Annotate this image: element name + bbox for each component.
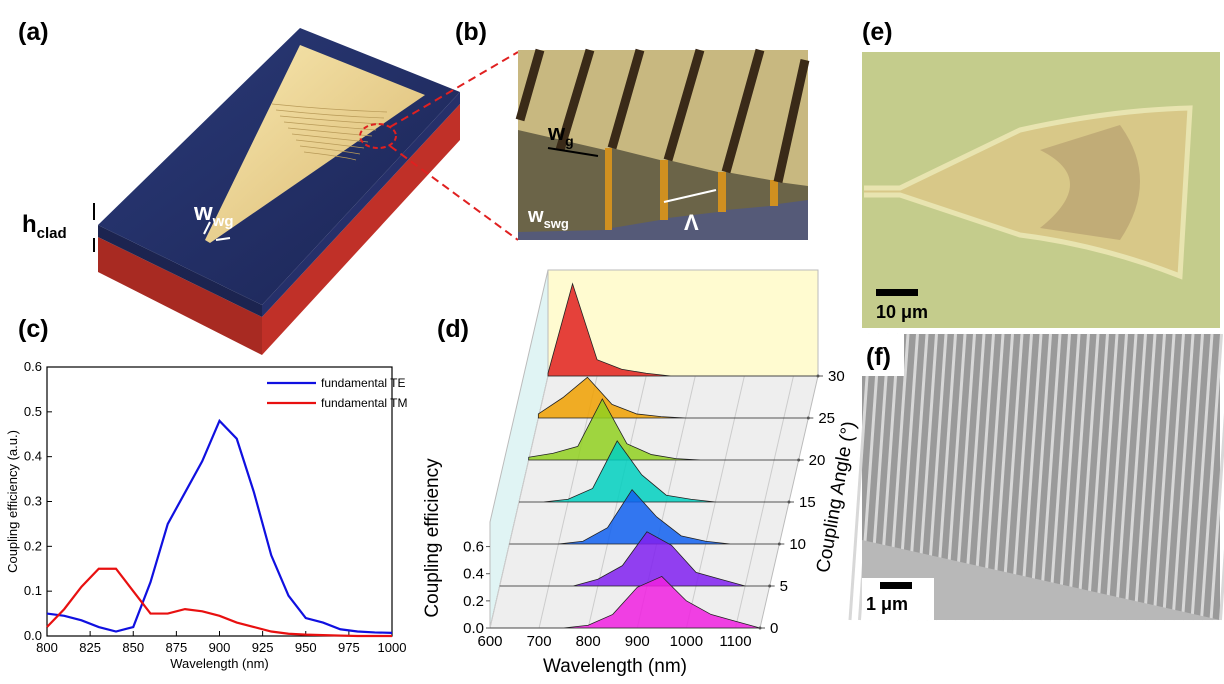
x-tick-label: 950 xyxy=(295,640,317,655)
x-tick-label: 925 xyxy=(252,640,274,655)
y-tick-label: 0.2 xyxy=(24,538,42,553)
z-tick-label: 25 xyxy=(818,410,835,427)
panel-f: 1 μm (f) xyxy=(850,334,1224,620)
x-axis-label: Wavelength (nm) xyxy=(170,656,269,671)
y-tick-label: 0.3 xyxy=(24,494,42,509)
y-tick-label: 0.4 xyxy=(463,566,484,583)
z-tick-label: 5 xyxy=(780,578,788,595)
y-tick-label: 0.1 xyxy=(24,583,42,598)
x-tick-label: 850 xyxy=(122,640,144,655)
x-tick-label: 800 xyxy=(576,633,601,650)
angle-marker xyxy=(759,627,762,630)
panel-label: (d) xyxy=(437,315,469,343)
legend-label: fundamental TM xyxy=(321,396,408,410)
y-tick-label: 0.6 xyxy=(24,359,42,374)
z-tick-label: 10 xyxy=(789,536,806,553)
annotation: hclad xyxy=(22,211,67,242)
annotation-base: w xyxy=(547,120,566,145)
y-axis-label: Coupling efficiency xyxy=(422,458,443,618)
panel-label: (b) xyxy=(455,18,487,46)
y-tick-label: 0.0 xyxy=(24,628,42,643)
x-tick-label: 825 xyxy=(79,640,101,655)
scale-label: 10 μm xyxy=(876,302,928,322)
x-tick-label: 1000 xyxy=(378,640,407,655)
panel-a: wwg hclad (a) xyxy=(18,18,518,355)
y-tick-label: 0.6 xyxy=(463,539,484,556)
annotation-sub: g xyxy=(565,133,574,149)
panel-b: wg wswg Λ (b) xyxy=(455,18,808,240)
annotation-base: h xyxy=(22,211,37,238)
angle-marker xyxy=(778,543,781,546)
x-tick-label: 1100 xyxy=(719,633,751,650)
angle-marker xyxy=(797,459,800,462)
y-tick-label: 0.0 xyxy=(463,620,484,637)
angle-marker xyxy=(817,375,820,378)
panel-label: (c) xyxy=(18,315,49,343)
x-tick-label: 875 xyxy=(166,640,188,655)
annotation: Λ xyxy=(684,210,699,235)
scale-bar xyxy=(876,289,918,296)
scale-label: 1 μm xyxy=(866,594,908,614)
annotation-base: w xyxy=(527,205,544,227)
x-axis-label: Wavelength (nm) xyxy=(543,656,687,677)
panel-label: (a) xyxy=(18,18,49,46)
x-tick-label: 900 xyxy=(209,640,231,655)
panel-label: (f) xyxy=(866,343,891,371)
z-tick-label: 20 xyxy=(809,452,826,469)
y-tick-label: 0.5 xyxy=(24,404,42,419)
x-tick-label: 975 xyxy=(338,640,360,655)
data-line xyxy=(47,421,392,633)
angle-marker xyxy=(768,585,771,588)
panel-label: (e) xyxy=(862,18,893,46)
scale-bar xyxy=(880,582,912,589)
annotation-sub: clad xyxy=(37,225,67,242)
z-tick-label: 15 xyxy=(799,494,816,511)
z-axis-label: Coupling Angle (°) xyxy=(813,420,860,575)
x-tick-label: 900 xyxy=(625,633,650,650)
x-tick-label: 1000 xyxy=(670,633,703,650)
angle-marker xyxy=(788,501,791,504)
annotation-base: w xyxy=(193,199,213,226)
annotation-sub: wg xyxy=(212,213,234,230)
annotation-sub: swg xyxy=(544,216,569,231)
figure: wwg hclad (a) wg wswg Λ (b) xyxy=(0,0,1224,679)
panel-e: 10 μm (e) xyxy=(862,18,1220,328)
y-axis-label: Coupling efficiency (a.u.) xyxy=(5,430,20,573)
x-tick-label: 700 xyxy=(527,633,552,650)
angle-marker xyxy=(807,417,810,420)
y-tick-label: 0.2 xyxy=(463,593,484,610)
z-tick-label: 0 xyxy=(770,620,778,637)
legend-label: fundamental TE xyxy=(321,376,406,390)
z-tick-label: 30 xyxy=(828,368,845,385)
y-tick-label: 0.4 xyxy=(24,449,42,464)
